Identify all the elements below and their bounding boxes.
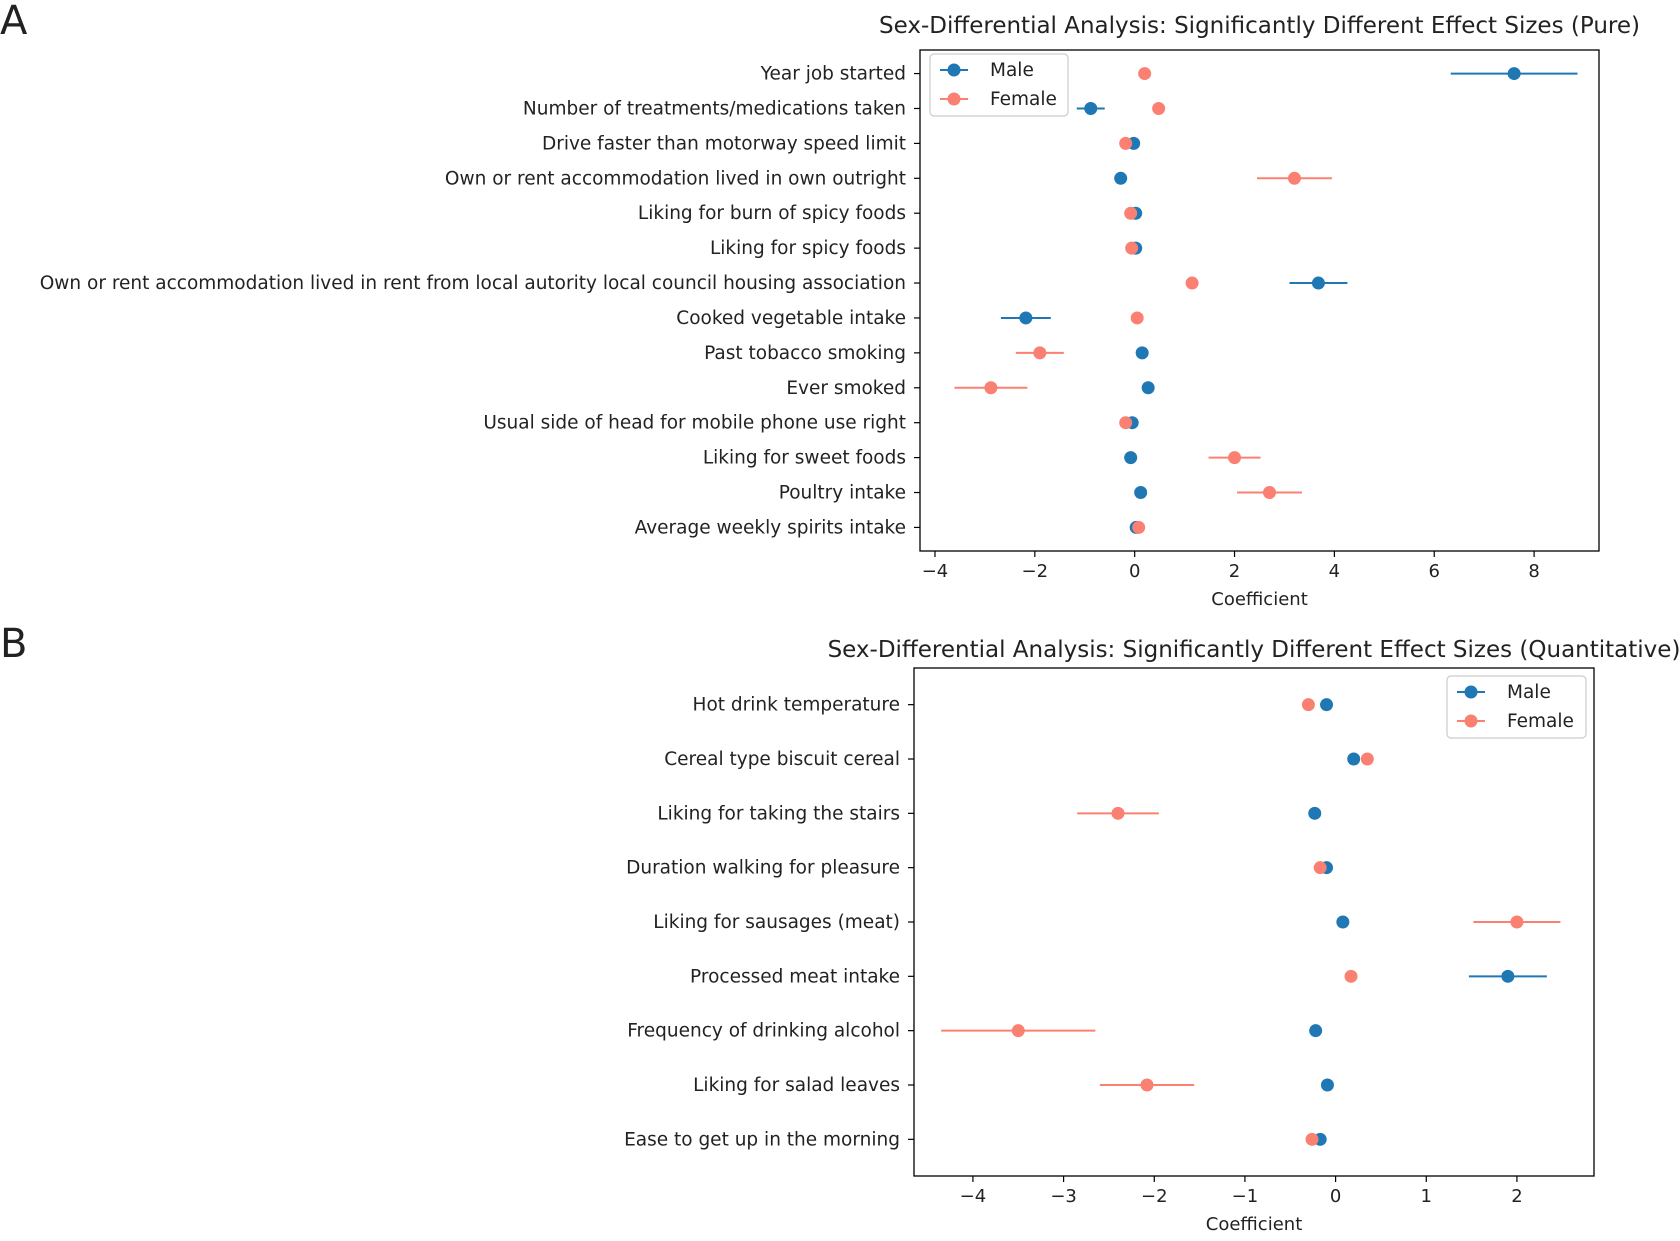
data-point [1114,171,1128,185]
data-point [1011,1024,1025,1038]
data-point [1320,1078,1334,1092]
y-tick-label: Liking for spicy foods [710,238,906,259]
data-point [1119,416,1133,430]
y-tick-label: Duration walking for pleasure [626,858,900,879]
data-point [1125,241,1139,255]
x-tick-label: 2 [1229,561,1240,582]
data-point [1141,381,1155,395]
data-point [1130,311,1144,325]
legend-marker [947,63,961,77]
series-female [941,698,1561,1146]
x-tick-label: 0 [1129,561,1140,582]
legend-label: Male [990,60,1034,81]
data-point [1111,806,1125,820]
x-axis-label: Coefficient [1206,1214,1303,1235]
data-point [1138,67,1152,81]
data-point [1311,276,1325,290]
data-point [1119,136,1133,150]
data-point [1152,101,1166,115]
data-point [1287,171,1301,185]
x-tick-label: −1 [1232,1186,1259,1207]
data-point [1301,698,1315,712]
legend-marker [1464,714,1478,728]
chart-title: Sex-Differential Analysis: Significantly… [828,637,1680,663]
data-point [1320,698,1334,712]
data-point [1309,1024,1323,1038]
y-tick-label: Past tobacco smoking [704,343,906,364]
chart-panel-b: B Sex-Differential Analysis: Significantl… [0,621,1680,1235]
legend-label: Male [1507,682,1551,703]
data-point [1347,752,1361,766]
y-tick-label: Processed meat intake [690,966,900,987]
y-tick-label: Ever smoked [786,378,906,399]
data-point [1033,346,1047,360]
data-point [1360,752,1374,766]
series-male [1000,67,1578,534]
data-point [984,381,998,395]
x-tick-label: −2 [1022,561,1049,582]
data-point [1140,1078,1154,1092]
y-tick-label: Own or rent accommodation lived in rent … [40,273,906,294]
legend-label: Female [1507,711,1574,732]
plot-frame [919,49,1600,552]
x-tick-label: 1 [1421,1186,1432,1207]
data-point [1132,520,1146,534]
x-tick-label: 6 [1429,561,1440,582]
y-tick-label: Own or rent accommodation lived in own o… [445,168,906,189]
legend-marker [947,92,961,106]
x-tick-label: −4 [922,561,949,582]
series-female [954,67,1332,534]
y-tick-label: Poultry intake [779,483,906,504]
x-axis-label: Coefficient [1211,589,1308,610]
y-tick-label: Liking for sweet foods [703,448,906,469]
y-tick-label: Usual side of head for mobile phone use … [483,413,906,434]
data-point [1124,206,1138,220]
legend: Male Female [1446,675,1587,739]
data-point [1344,969,1358,983]
panel-label: B [0,621,27,667]
y-tick-label: Cooked vegetable intake [676,308,906,329]
data-point [1185,276,1199,290]
chart-panel-a: A Sex-Differential Analysis: Significantl… [0,0,1640,610]
y-tick-label: Year job started [760,64,906,85]
y-tick-label: Frequency of drinking alcohol [627,1021,900,1042]
y-tick-label: Cereal type biscuit cereal [664,749,900,770]
data-point [1228,451,1242,465]
legend-marker [1464,685,1478,699]
x-tick-label: 2 [1511,1186,1522,1207]
y-tick-label: Liking for burn of spicy foods [638,203,906,224]
data-point [1134,486,1148,500]
data-point [1135,346,1149,360]
y-tick-label: Average weekly spirits intake [635,517,906,538]
legend: Male Female [929,53,1069,117]
chart-title: Sex-Differential Analysis: Significantly… [879,13,1640,39]
data-point [1308,806,1322,820]
data-point [1084,101,1098,115]
x-tick-label: 8 [1528,561,1539,582]
data-point [1313,861,1327,875]
data-point [1019,311,1033,325]
y-tick-label: Liking for taking the stairs [657,803,900,824]
x-tick-label: −2 [1141,1186,1168,1207]
y-tick-label: Number of treatments/medications taken [523,98,906,119]
data-point [1510,915,1524,929]
y-tick-label: Drive faster than motorway speed limit [542,133,906,154]
y-tick-label: Liking for salad leaves [693,1075,900,1096]
y-tick-label: Hot drink temperature [693,695,900,716]
data-point [1507,67,1521,81]
x-tick-label: −3 [1050,1186,1077,1207]
x-tick-label: −4 [960,1186,987,1207]
data-point [1124,451,1138,465]
data-point [1336,915,1350,929]
y-tick-label: Ease to get up in the morning [624,1129,900,1150]
data-point [1262,486,1276,500]
y-tick-label: Liking for sausages (meat) [653,912,900,933]
legend-label: Female [990,89,1057,110]
x-tick-label: 0 [1330,1186,1341,1207]
panel-label: A [0,0,28,44]
x-tick-label: 4 [1329,561,1340,582]
data-point [1305,1132,1319,1146]
data-point [1501,969,1515,983]
